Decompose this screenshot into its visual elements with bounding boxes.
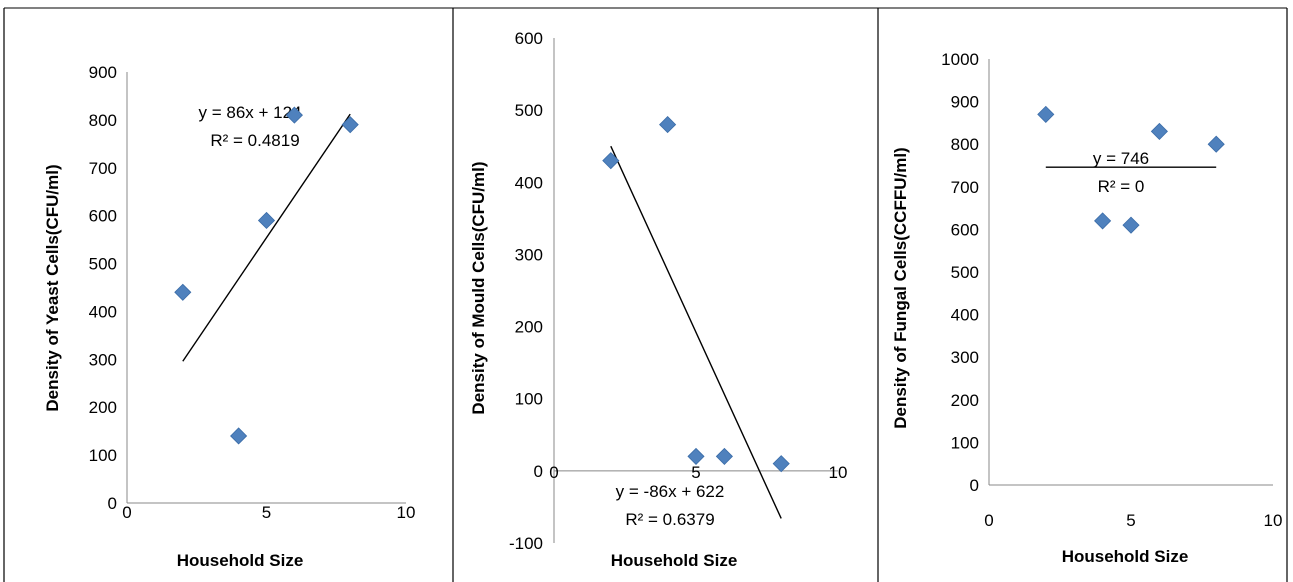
x-tick-label: 5 bbox=[262, 503, 271, 522]
y-axis-title: Density of Mould Cells(CFU/ml) bbox=[469, 161, 488, 414]
y-axis-title: Density of Yeast Cells(CFU/ml) bbox=[43, 164, 62, 411]
y-tick-label: 700 bbox=[89, 159, 117, 178]
data-point-marker bbox=[716, 448, 732, 464]
data-point-marker bbox=[773, 456, 789, 472]
data-point-marker bbox=[1038, 106, 1054, 122]
y-tick-label: 500 bbox=[89, 255, 117, 274]
data-point-marker bbox=[175, 284, 191, 300]
r-squared-label: R² = 0.6379 bbox=[625, 510, 714, 529]
scatter-chart-3: 0 100 200 300 400 500 600 700 800 900 1000 0 5 10 y = … bbox=[891, 50, 1282, 566]
x-axis-title: Household Size bbox=[1062, 547, 1189, 566]
y-axis-title: Density of Fungal Cells(CCFFU/ml) bbox=[891, 147, 910, 428]
x-tick-label: 5 bbox=[1126, 511, 1135, 530]
trendline bbox=[183, 114, 350, 361]
x-tick-label: 0 bbox=[984, 511, 993, 530]
y-tick-label: 100 bbox=[515, 390, 543, 409]
x-tick-label: 10 bbox=[829, 463, 848, 482]
y-tick-label: 200 bbox=[951, 391, 979, 410]
x-tick-label: 10 bbox=[1264, 511, 1283, 530]
y-tick-label: 500 bbox=[951, 263, 979, 282]
y-tick-label: 100 bbox=[951, 433, 979, 452]
x-tick-label: 0 bbox=[549, 463, 558, 482]
data-point-marker bbox=[603, 153, 619, 169]
y-tick-label: 200 bbox=[515, 318, 543, 337]
data-point-marker bbox=[1095, 213, 1111, 229]
data-point-marker bbox=[1151, 123, 1167, 139]
x-axis-title: Household Size bbox=[611, 551, 738, 570]
y-tick-label: 900 bbox=[951, 93, 979, 112]
y-tick-label: 300 bbox=[951, 348, 979, 367]
r-squared-label: R² = 0 bbox=[1098, 177, 1145, 196]
y-tick-label: 400 bbox=[89, 302, 117, 321]
y-tick-label: 500 bbox=[515, 101, 543, 120]
trendline-equation: y = -86x + 622 bbox=[616, 482, 725, 501]
data-point-marker bbox=[342, 117, 358, 133]
y-tick-label: 400 bbox=[515, 173, 543, 192]
r-squared-label: R² = 0.4819 bbox=[210, 131, 299, 150]
x-tick-label: 10 bbox=[397, 503, 416, 522]
scatter-chart-1: 0 100 200 300 400 500 600 700 800 900 0 5 10 y = 86x … bbox=[43, 63, 415, 570]
y-tick-label: 300 bbox=[89, 350, 117, 369]
y-tick-label: 800 bbox=[951, 135, 979, 154]
x-tick-label: 5 bbox=[691, 463, 700, 482]
trendline-equation: y = 746 bbox=[1093, 149, 1149, 168]
y-tick-label: 900 bbox=[89, 63, 117, 82]
y-tick-label: 0 bbox=[534, 462, 543, 481]
y-tick-label: 600 bbox=[951, 220, 979, 239]
y-tick-label: 200 bbox=[89, 398, 117, 417]
data-point-marker bbox=[231, 428, 247, 444]
y-tick-label: 300 bbox=[515, 245, 543, 264]
scatter-chart-2: -100 0 100 200 300 400 500 600 0 5 10 y = -86x + 62… bbox=[469, 29, 847, 570]
y-tick-label: 600 bbox=[89, 207, 117, 226]
y-tick-label: 1000 bbox=[941, 50, 979, 69]
data-point-marker bbox=[1123, 217, 1139, 233]
data-point-marker bbox=[259, 212, 275, 228]
x-axis-title: Household Size bbox=[177, 551, 304, 570]
y-tick-label: 800 bbox=[89, 111, 117, 130]
data-point-marker bbox=[660, 117, 676, 133]
data-point-marker bbox=[1208, 136, 1224, 152]
y-tick-label: 600 bbox=[515, 29, 543, 48]
y-tick-label: 400 bbox=[951, 306, 979, 325]
trendline-equation: y = 86x + 124 bbox=[198, 103, 301, 122]
x-tick-label: 0 bbox=[122, 503, 131, 522]
y-tick-label: 0 bbox=[108, 494, 117, 513]
y-tick-label: 700 bbox=[951, 178, 979, 197]
y-tick-label: 0 bbox=[970, 476, 979, 495]
y-tick-label: 100 bbox=[89, 446, 117, 465]
y-tick-label: -100 bbox=[509, 534, 543, 553]
